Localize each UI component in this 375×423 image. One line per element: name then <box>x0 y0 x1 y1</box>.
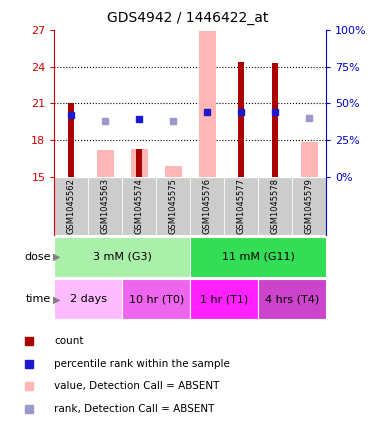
Bar <box>301 142 318 177</box>
Bar <box>190 177 224 235</box>
Text: GSM1045563: GSM1045563 <box>101 178 110 234</box>
Bar <box>224 177 258 235</box>
Text: 1 hr (T1): 1 hr (T1) <box>200 294 248 304</box>
Text: time: time <box>26 294 51 304</box>
Text: ▶: ▶ <box>53 252 60 262</box>
Text: GSM1045574: GSM1045574 <box>135 178 144 234</box>
Bar <box>258 279 326 319</box>
Text: GDS4942 / 1446422_at: GDS4942 / 1446422_at <box>107 11 268 25</box>
Bar <box>190 237 326 277</box>
Text: GSM1045578: GSM1045578 <box>271 178 280 234</box>
Text: percentile rank within the sample: percentile rank within the sample <box>54 359 230 368</box>
Bar <box>165 166 182 177</box>
Bar <box>68 104 74 177</box>
Text: GSM1045575: GSM1045575 <box>169 178 178 234</box>
Text: dose: dose <box>24 252 51 262</box>
Text: value, Detection Call = ABSENT: value, Detection Call = ABSENT <box>54 382 220 391</box>
Text: 2 days: 2 days <box>70 294 107 304</box>
Bar <box>88 177 122 235</box>
Bar <box>258 177 292 235</box>
Bar <box>131 149 148 177</box>
Bar <box>190 279 258 319</box>
Bar <box>97 150 114 177</box>
Text: 4 hrs (T4): 4 hrs (T4) <box>265 294 320 304</box>
Bar <box>136 149 142 177</box>
Text: 11 mM (G11): 11 mM (G11) <box>222 252 295 262</box>
Bar <box>238 62 244 177</box>
Bar <box>156 177 190 235</box>
Bar <box>122 177 156 235</box>
Text: 10 hr (T0): 10 hr (T0) <box>129 294 184 304</box>
Text: rank, Detection Call = ABSENT: rank, Detection Call = ABSENT <box>54 404 214 414</box>
Bar <box>122 279 190 319</box>
Text: count: count <box>54 336 84 346</box>
Bar <box>292 177 326 235</box>
Bar <box>54 279 122 319</box>
Bar <box>54 237 190 277</box>
Text: GSM1045576: GSM1045576 <box>203 178 212 234</box>
Text: GSM1045562: GSM1045562 <box>67 178 76 234</box>
Text: 3 mM (G3): 3 mM (G3) <box>93 252 152 262</box>
Text: ▶: ▶ <box>53 294 60 304</box>
Bar <box>272 63 278 177</box>
Bar <box>54 177 88 235</box>
Text: GSM1045577: GSM1045577 <box>237 178 246 234</box>
Text: GSM1045579: GSM1045579 <box>305 178 314 234</box>
Bar <box>199 31 216 177</box>
